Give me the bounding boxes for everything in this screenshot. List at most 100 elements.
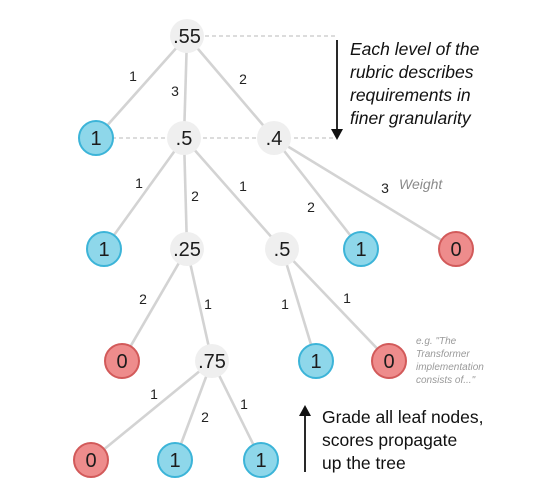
node-n11: 1	[298, 343, 334, 379]
propagate-annotation: Grade all leaf nodes, scores propagate u…	[299, 405, 488, 473]
node-label-n12: 0	[383, 351, 394, 373]
node-circle-n7	[343, 231, 379, 267]
node-circle-n13	[73, 442, 109, 478]
level-guides	[112, 35, 335, 139]
node-label-n11: 1	[310, 351, 321, 373]
node-n13: 0	[73, 442, 109, 478]
edge-weight-n5-n9: 2	[139, 291, 147, 307]
node-n1: 1	[78, 120, 114, 156]
node-circle-n10	[195, 344, 229, 378]
node-label-n14: 1	[169, 450, 180, 472]
node-circle-n5	[170, 232, 204, 266]
example-note: e.g. "The Transformer implementation con…	[416, 336, 487, 386]
edge-root-n1	[95, 35, 188, 139]
edge-n6-n12	[281, 248, 390, 362]
node-n14: 1	[157, 442, 193, 478]
granularity-note-line-3: requirements in	[350, 85, 471, 105]
node-circle-n4	[86, 231, 122, 267]
node-circle-n8	[438, 231, 474, 267]
edge-weight-n6-n11: 1	[281, 296, 289, 312]
granularity-note: Each level of the rubric describes requi…	[350, 39, 484, 128]
node-n12: 0	[371, 343, 407, 379]
up-arrow-icon	[299, 405, 311, 416]
edge-n5-n10	[185, 248, 214, 362]
node-label-n7: 1	[355, 239, 366, 261]
edge-weight-n5-n10: 1	[204, 296, 212, 312]
node-circle-n15	[243, 442, 279, 478]
propagate-note-line-1: Grade all leaf nodes,	[322, 407, 484, 427]
edge-n3-n8	[273, 136, 457, 251]
example-note-line-3: implementation	[416, 362, 484, 373]
node-label-n1: 1	[90, 128, 101, 150]
edge-n10-n13	[90, 359, 213, 462]
edge-weight-root-n3: 2	[239, 71, 247, 87]
node-n8: 0	[438, 231, 474, 267]
node-circle-n12	[371, 343, 407, 379]
node-label-n15: 1	[255, 450, 266, 472]
node-circle-n11	[298, 343, 334, 379]
granularity-note-line-4: finer granularity	[350, 108, 472, 128]
node-circle-n6	[265, 232, 299, 266]
example-note-line-1: e.g. "The	[416, 336, 457, 347]
node-label-n4: 1	[98, 239, 109, 261]
node-label-root: .55	[173, 26, 201, 48]
edge-weight-n10-n14: 2	[201, 409, 209, 425]
edge-weight-n6-n12: 1	[343, 290, 351, 306]
node-n2: .5	[167, 121, 201, 155]
node-n10: .75	[195, 344, 229, 378]
edge-n3-n7	[272, 137, 363, 250]
edge-n10-n15	[210, 360, 263, 461]
example-note-line-2: Transformer	[416, 349, 470, 360]
edge-n2-n5	[182, 137, 189, 250]
propagate-note-line-3: up the tree	[322, 453, 406, 473]
edge-n2-n6	[183, 137, 283, 250]
edge-n5-n9	[120, 248, 189, 362]
nodes-layer: .55 1 .5 .4 1 .25 .5 1 0 0 .75 1 0 0 1 1	[73, 19, 474, 478]
node-root: .55	[170, 19, 204, 53]
node-label-n10: .75	[198, 351, 226, 373]
down-arrow-icon	[331, 129, 343, 140]
node-n9: 0	[104, 343, 140, 379]
node-label-n3: .4	[266, 128, 283, 150]
edge-n2-n4	[102, 137, 186, 250]
propagate-note-line-2: scores propagate	[322, 430, 457, 450]
node-n4: 1	[86, 231, 122, 267]
edge-root-n3	[186, 35, 275, 139]
node-n15: 1	[243, 442, 279, 478]
edge-weight-n3-n7: 2	[307, 199, 315, 215]
node-circle-n3	[257, 121, 291, 155]
weights-layer: 1 3 2 1 2 1 2 3 2 1 1 1 1 2 1	[129, 68, 389, 425]
edge-weight-n2-n4: 1	[135, 175, 143, 191]
node-label-n8: 0	[450, 239, 461, 261]
weight-legend-label: Weight	[399, 176, 443, 192]
edge-weight-n10-n15: 1	[240, 396, 248, 412]
node-label-n6: .5	[274, 239, 291, 261]
edge-weight-root-n1: 1	[129, 68, 137, 84]
node-label-n2: .5	[176, 128, 193, 150]
node-circle-root	[170, 19, 204, 53]
edge-weight-n10-n13: 1	[150, 386, 158, 402]
edge-weight-root-n2: 3	[171, 83, 179, 99]
node-circle-n2	[167, 121, 201, 155]
node-label-n5: .25	[173, 239, 201, 261]
granularity-note-line-2: rubric describes	[350, 62, 474, 82]
node-n7: 1	[343, 231, 379, 267]
node-n3: .4	[257, 121, 291, 155]
granularity-annotation: Each level of the rubric describes requi…	[331, 39, 484, 140]
node-label-n9: 0	[116, 351, 127, 373]
edge-weight-n2-n5: 2	[191, 188, 199, 204]
granularity-note-line-1: Each level of the	[350, 39, 480, 59]
propagate-note: Grade all leaf nodes, scores propagate u…	[322, 407, 488, 473]
node-label-n13: 0	[85, 450, 96, 472]
node-n6: .5	[265, 232, 299, 266]
edge-weight-n3-n8: 3	[381, 180, 389, 196]
node-circle-n1	[78, 120, 114, 156]
node-circle-n14	[157, 442, 193, 478]
edge-weight-n2-n6: 1	[239, 178, 247, 194]
node-n5: .25	[170, 232, 204, 266]
edge-root-n2	[182, 35, 189, 139]
example-note-line-4: consists of..."	[416, 375, 476, 386]
edge-n6-n11	[280, 248, 318, 362]
node-circle-n9	[104, 343, 140, 379]
